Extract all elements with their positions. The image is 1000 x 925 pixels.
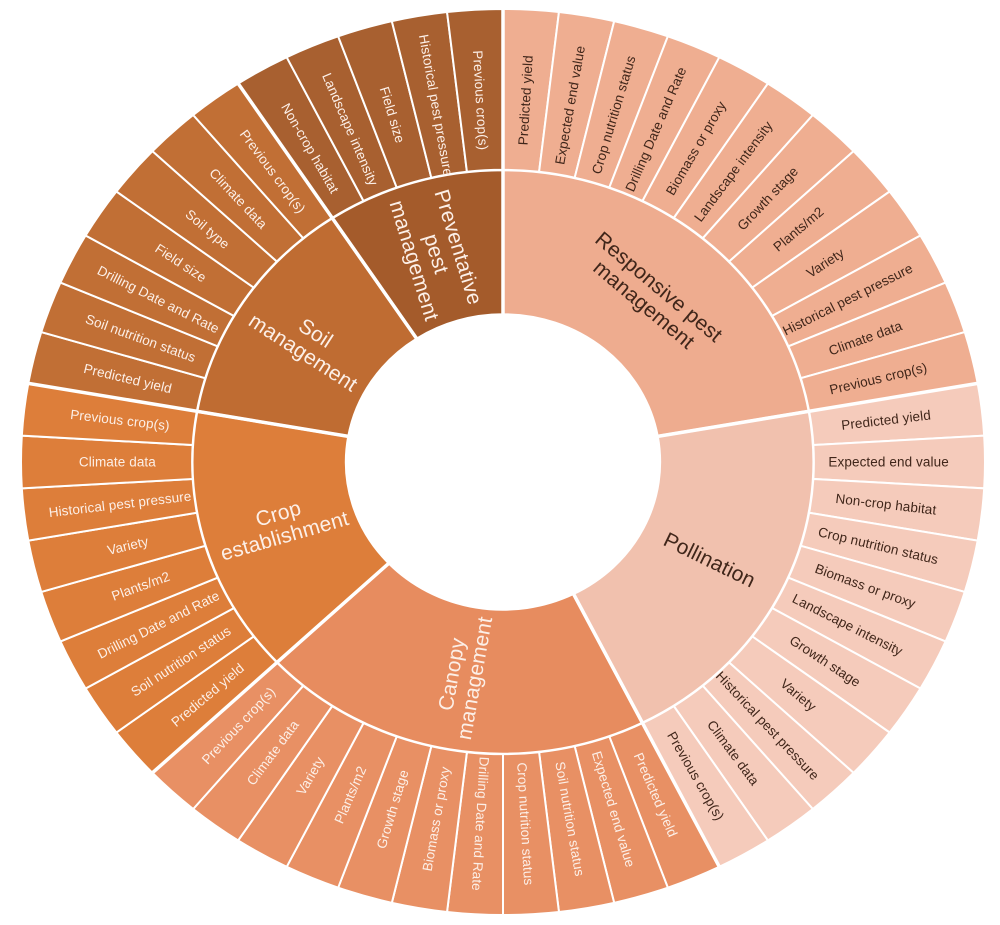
leaf-label-previous-crop-s: Previous crop(s)	[470, 50, 491, 151]
leaf-label-climate-data: Climate data	[79, 455, 156, 470]
leaf-label-expected-end-value: Expected end value	[828, 455, 948, 470]
category-separator-line	[151, 560, 392, 775]
category-separator-line	[570, 591, 721, 868]
leaf-label-predicted-yield: Predicted yield	[516, 55, 536, 146]
category-separator-line	[28, 381, 351, 439]
category-separator-line	[655, 381, 978, 439]
leaf-label-crop-nutrition-status: Crop nutrition status	[514, 762, 536, 886]
category-separator-line	[236, 82, 420, 342]
